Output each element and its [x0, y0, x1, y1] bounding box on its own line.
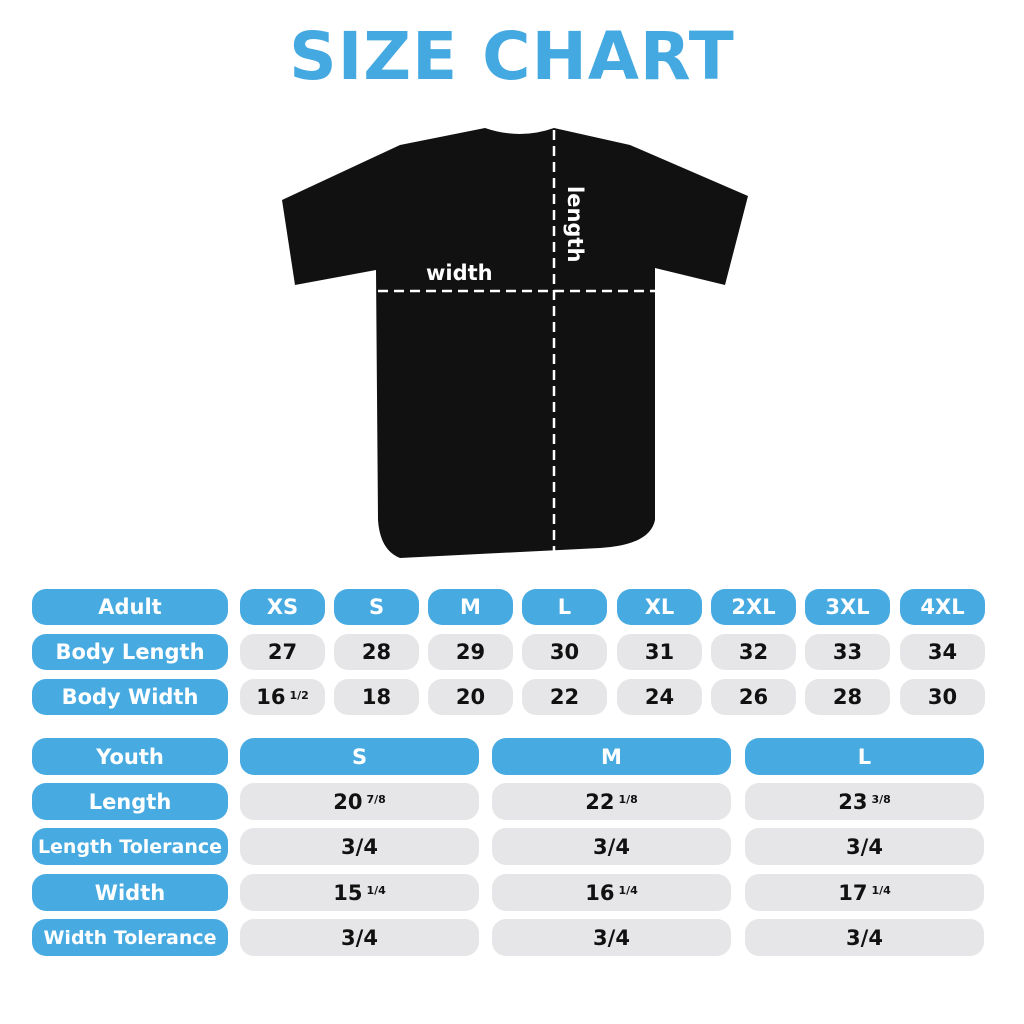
adult-size-header: S — [334, 589, 419, 625]
width-label: width — [426, 261, 493, 285]
youth-value-cell: 17 1/4 — [745, 874, 984, 911]
value-fraction: 7/8 — [366, 793, 386, 806]
adult-value-cell: 16 1/2 — [240, 679, 325, 715]
youth-value-cell: 3/4 — [240, 828, 479, 865]
adult-value-cell: 24 — [617, 679, 702, 715]
value-main: 20 — [333, 789, 363, 814]
youth-value-cell: 3/4 — [745, 919, 984, 956]
adult-value-cell: 29 — [428, 634, 513, 670]
value-main: 26 — [738, 685, 769, 709]
youth-value-cell: 3/4 — [492, 919, 731, 956]
adult-value-cell: 22 — [522, 679, 607, 715]
adult-size-header: 2XL — [711, 589, 796, 625]
value-main: 30 — [927, 685, 958, 709]
youth-value-cell: 3/4 — [492, 828, 731, 865]
value-main: 24 — [644, 685, 675, 709]
value-main: 20 — [455, 685, 486, 709]
value-main: 28 — [832, 685, 863, 709]
adult-row-label: Body Length — [32, 634, 228, 670]
adult-value-cell: 26 — [711, 679, 796, 715]
adult-size-header: L — [522, 589, 607, 625]
value-main: 34 — [927, 640, 958, 664]
value-main: 3/4 — [593, 925, 630, 950]
adult-value-cell: 31 — [617, 634, 702, 670]
value-main: 22 — [549, 685, 580, 709]
value-main: 17 — [838, 880, 868, 905]
adult-value-cell: 28 — [805, 679, 890, 715]
value-main: 16 — [256, 685, 286, 709]
value-main: 3/4 — [341, 834, 378, 859]
adult-size-header: M — [428, 589, 513, 625]
adult-value-cell: 18 — [334, 679, 419, 715]
value-main: 3/4 — [341, 925, 378, 950]
value-fraction: 3/8 — [871, 793, 891, 806]
adult-size-header: 3XL — [805, 589, 890, 625]
value-main: 3/4 — [846, 925, 883, 950]
tshirt-shape — [282, 128, 748, 558]
youth-value-cell: 3/4 — [745, 828, 984, 865]
adult-size-header: 4XL — [900, 589, 985, 625]
value-fraction: 1/4 — [871, 884, 891, 897]
adult-value-cell: 30 — [522, 634, 607, 670]
youth-size-header: M — [492, 738, 731, 775]
value-main: 18 — [361, 685, 392, 709]
value-fraction: 1/4 — [366, 884, 386, 897]
adult-value-cell: 27 — [240, 634, 325, 670]
youth-value-cell: 20 7/8 — [240, 783, 479, 820]
value-main: 31 — [644, 640, 675, 664]
adult-header: Adult — [32, 589, 228, 625]
adult-value-cell: 28 — [334, 634, 419, 670]
value-main: 23 — [838, 789, 868, 814]
value-fraction: 1/8 — [618, 793, 638, 806]
adult-size-header: XS — [240, 589, 325, 625]
value-main: 3/4 — [593, 834, 630, 859]
youth-row-label: Width Tolerance — [32, 919, 228, 956]
youth-value-cell: 15 1/4 — [240, 874, 479, 911]
value-main: 15 — [333, 880, 363, 905]
length-label: length — [563, 186, 587, 262]
youth-row-label: Width — [32, 874, 228, 911]
youth-row-label: Length — [32, 783, 228, 820]
youth-value-cell: 16 1/4 — [492, 874, 731, 911]
value-main: 32 — [738, 640, 769, 664]
value-fraction: 1/2 — [289, 688, 309, 702]
tshirt-diagram: width length — [282, 128, 748, 558]
youth-size-header: L — [745, 738, 984, 775]
adult-size-header: XL — [617, 589, 702, 625]
value-main: 29 — [455, 640, 486, 664]
adult-value-cell: 32 — [711, 634, 796, 670]
youth-value-cell: 23 3/8 — [745, 783, 984, 820]
value-main: 16 — [585, 880, 615, 905]
adult-value-cell: 34 — [900, 634, 985, 670]
value-main: 3/4 — [846, 834, 883, 859]
youth-value-cell: 22 1/8 — [492, 783, 731, 820]
page-title: SIZE CHART — [289, 18, 735, 95]
value-main: 30 — [549, 640, 580, 664]
youth-row-label: Length Tolerance — [32, 828, 228, 865]
value-fraction: 1/4 — [618, 884, 638, 897]
youth-size-header: S — [240, 738, 479, 775]
value-main: 28 — [361, 640, 392, 664]
adult-value-cell: 33 — [805, 634, 890, 670]
value-main: 33 — [832, 640, 863, 664]
youth-value-cell: 3/4 — [240, 919, 479, 956]
adult-row-label: Body Width — [32, 679, 228, 715]
value-main: 22 — [585, 789, 615, 814]
youth-header: Youth — [32, 738, 228, 775]
adult-value-cell: 20 — [428, 679, 513, 715]
value-main: 27 — [267, 640, 298, 664]
adult-value-cell: 30 — [900, 679, 985, 715]
